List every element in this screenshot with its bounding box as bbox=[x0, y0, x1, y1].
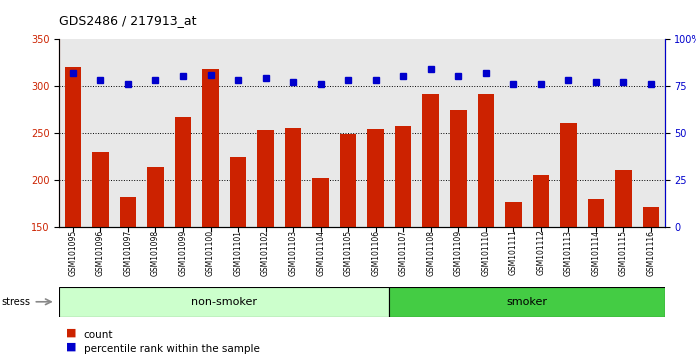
Text: GSM101115: GSM101115 bbox=[619, 230, 628, 275]
Text: GSM101112: GSM101112 bbox=[537, 230, 546, 275]
Text: GSM101116: GSM101116 bbox=[647, 230, 656, 275]
Bar bbox=[615, 170, 632, 227]
Bar bbox=[313, 178, 329, 227]
Bar bbox=[285, 128, 301, 227]
Text: GSM101108: GSM101108 bbox=[426, 230, 435, 275]
Text: GSM101098: GSM101098 bbox=[151, 230, 160, 276]
Bar bbox=[477, 94, 494, 227]
Text: non-smoker: non-smoker bbox=[191, 297, 258, 307]
Bar bbox=[120, 196, 136, 227]
Text: GSM101109: GSM101109 bbox=[454, 230, 463, 276]
Text: GSM101101: GSM101101 bbox=[234, 230, 243, 275]
Text: stress: stress bbox=[1, 297, 31, 307]
Text: ■: ■ bbox=[66, 328, 77, 338]
Text: GSM101111: GSM101111 bbox=[509, 230, 518, 275]
Bar bbox=[340, 134, 356, 227]
Text: GSM101106: GSM101106 bbox=[371, 230, 380, 276]
Bar bbox=[258, 130, 274, 227]
Text: GSM101114: GSM101114 bbox=[592, 230, 601, 275]
Text: GSM101113: GSM101113 bbox=[564, 230, 573, 275]
Bar bbox=[148, 167, 164, 227]
Bar bbox=[642, 207, 659, 227]
Text: GSM101100: GSM101100 bbox=[206, 230, 215, 276]
Bar bbox=[175, 117, 191, 227]
Bar bbox=[450, 110, 466, 227]
Text: GSM101110: GSM101110 bbox=[481, 230, 490, 275]
Text: GDS2486 / 217913_at: GDS2486 / 217913_at bbox=[59, 14, 197, 27]
Bar bbox=[587, 199, 604, 227]
Text: GSM101105: GSM101105 bbox=[344, 230, 353, 276]
Bar bbox=[532, 175, 549, 227]
Text: GSM101096: GSM101096 bbox=[96, 230, 105, 276]
Bar bbox=[92, 153, 109, 227]
Bar bbox=[390, 287, 665, 317]
Text: GSM101102: GSM101102 bbox=[261, 230, 270, 275]
Text: GSM101104: GSM101104 bbox=[316, 230, 325, 276]
Text: GSM101107: GSM101107 bbox=[399, 230, 408, 276]
Text: GSM101099: GSM101099 bbox=[178, 230, 187, 276]
Text: smoker: smoker bbox=[507, 297, 548, 307]
Bar bbox=[367, 129, 384, 227]
Bar bbox=[59, 287, 390, 317]
Bar bbox=[422, 94, 439, 227]
Bar bbox=[65, 67, 81, 227]
Bar bbox=[505, 202, 521, 227]
Text: GSM101097: GSM101097 bbox=[123, 230, 132, 276]
Bar bbox=[560, 124, 576, 227]
Text: ■: ■ bbox=[66, 342, 77, 352]
Text: GSM101095: GSM101095 bbox=[68, 230, 77, 276]
Text: count: count bbox=[84, 330, 113, 339]
Text: GSM101103: GSM101103 bbox=[289, 230, 298, 276]
Bar bbox=[395, 126, 411, 227]
Bar bbox=[203, 69, 219, 227]
Text: percentile rank within the sample: percentile rank within the sample bbox=[84, 344, 260, 354]
Bar bbox=[230, 157, 246, 227]
